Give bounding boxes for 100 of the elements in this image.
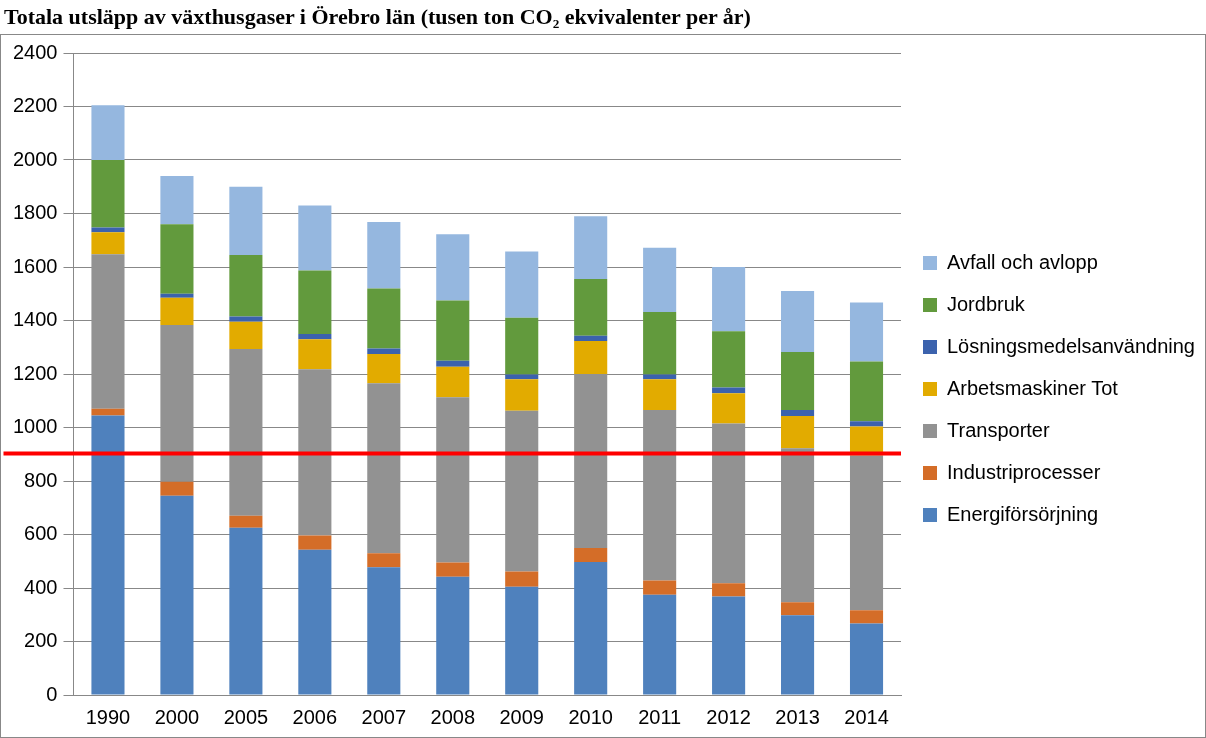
bar	[160, 224, 194, 294]
y-tick-label: 1800	[12, 201, 58, 224]
bar	[298, 535, 332, 550]
bar	[298, 270, 332, 334]
bar	[781, 410, 815, 416]
chart-title: Totala utsläpp av växthusgaser i Örebro län (tusen ton CO₂ ekvivalenter per år)	[3, 3, 752, 31]
bar	[781, 615, 815, 695]
bar	[298, 549, 332, 695]
bar	[643, 311, 677, 375]
y-tick-label: 1600	[12, 254, 58, 277]
bar	[91, 160, 125, 228]
x-tick-label: 2007	[361, 705, 407, 728]
legend-label: Transporter	[947, 418, 1050, 441]
bar	[643, 580, 677, 595]
bar	[781, 352, 815, 411]
x-tick-label: 2014	[844, 705, 889, 728]
x-tick-label: 2006	[292, 705, 338, 728]
y-tick-label: 1200	[12, 361, 58, 384]
y-tick-label: 0	[46, 682, 58, 705]
bar	[505, 251, 539, 318]
legend-label: Industriprocesser	[947, 460, 1101, 483]
bar	[505, 571, 539, 587]
bar	[367, 353, 401, 384]
bar	[436, 576, 470, 695]
bar	[367, 348, 401, 354]
bar	[229, 316, 263, 322]
bar	[712, 267, 746, 332]
bar	[849, 421, 884, 427]
y-tick-label: 200	[24, 629, 58, 652]
y-tick-label: 600	[24, 522, 58, 545]
bar	[160, 297, 194, 326]
bar	[574, 547, 608, 563]
x-tick-label: 2008	[430, 705, 476, 728]
bar	[229, 527, 263, 695]
bar	[436, 366, 470, 398]
bar	[91, 415, 125, 695]
bar	[574, 335, 608, 342]
bar	[781, 602, 815, 616]
bar	[849, 361, 884, 422]
bar	[436, 360, 470, 367]
bar	[91, 227, 125, 233]
bar	[781, 291, 815, 353]
bar	[160, 176, 194, 225]
bar	[712, 387, 746, 394]
bar	[643, 594, 677, 695]
bar	[298, 333, 332, 340]
legend-label: Jordbruk	[947, 292, 1026, 315]
bar	[712, 596, 746, 695]
bar	[91, 408, 125, 416]
bar	[229, 515, 263, 528]
y-tick-label: 2400	[12, 40, 58, 63]
x-tick-label: 2012	[706, 705, 751, 728]
bar	[505, 317, 539, 375]
bar	[367, 553, 401, 568]
bar	[229, 321, 263, 350]
bar	[849, 623, 884, 695]
bar	[91, 105, 125, 160]
y-tick-label: 2200	[12, 94, 58, 117]
y-tick-label: 1000	[12, 415, 58, 438]
bar	[574, 279, 608, 336]
x-tick-label: 2013	[775, 705, 820, 728]
y-tick-label: 2000	[12, 147, 58, 170]
y-tick-label: 1400	[12, 308, 58, 331]
bar	[298, 339, 332, 370]
bar	[229, 186, 263, 255]
bar	[849, 302, 884, 362]
legend-label: Avfall och avlopp	[947, 250, 1098, 273]
x-tick-label: 2000	[154, 705, 200, 728]
bar	[91, 232, 125, 255]
x-tick-label: 2005	[223, 705, 269, 728]
bar	[229, 254, 263, 317]
y-tick-label: 400	[24, 575, 58, 598]
bar	[160, 293, 194, 298]
bar	[574, 562, 608, 695]
bar	[367, 567, 401, 695]
legend-label: Arbetsmaskiner Tot	[947, 376, 1119, 399]
bar	[505, 379, 539, 411]
bar	[712, 331, 746, 388]
bar	[436, 562, 470, 577]
bar	[574, 216, 608, 280]
bar	[574, 341, 608, 374]
x-tick-label: 1990	[85, 705, 131, 728]
bar	[643, 247, 677, 312]
bar	[712, 583, 746, 597]
bar	[436, 234, 470, 301]
legend-label: Energiförsörjning	[947, 502, 1099, 525]
bar	[367, 222, 401, 289]
bar	[849, 610, 884, 624]
bar	[436, 300, 470, 361]
x-tick-label: 2011	[638, 705, 682, 728]
bar	[781, 416, 815, 449]
bar	[160, 481, 194, 496]
x-tick-label: 2009	[499, 705, 544, 728]
bar	[298, 205, 332, 271]
bar	[712, 393, 746, 424]
bar	[367, 288, 401, 349]
x-tick-label: 2010	[568, 705, 613, 728]
bar	[505, 586, 539, 695]
y-tick-label: 800	[24, 468, 58, 491]
bar	[160, 495, 194, 695]
